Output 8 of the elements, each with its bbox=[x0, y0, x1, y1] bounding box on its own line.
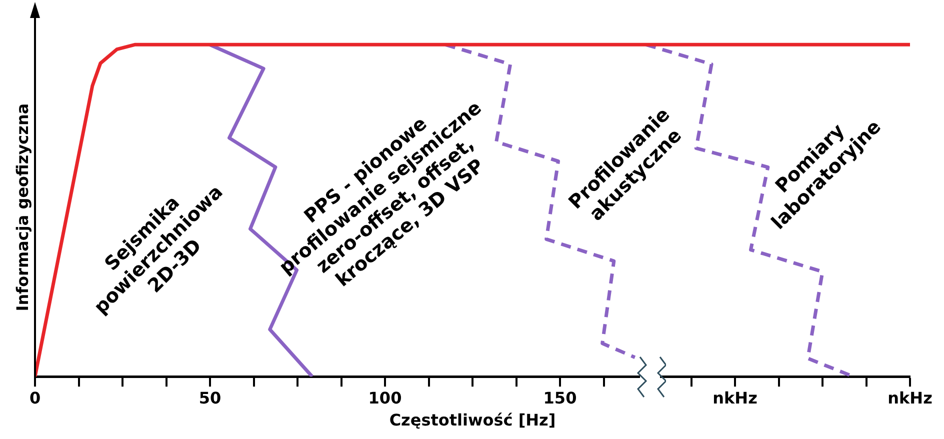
x-tick-label: 100 bbox=[368, 388, 402, 408]
y-axis-title: Informacja geofizyczna bbox=[13, 103, 32, 312]
x-tick-label: 50 bbox=[198, 388, 222, 408]
x-tick-label: nkHz bbox=[888, 388, 932, 408]
x-axis-title: Częstotliwość [Hz] bbox=[389, 410, 556, 430]
x-tick-label: 150 bbox=[543, 388, 577, 408]
x-tick-label: 0 bbox=[29, 388, 41, 408]
x-tick-label: nkHz bbox=[712, 388, 758, 408]
